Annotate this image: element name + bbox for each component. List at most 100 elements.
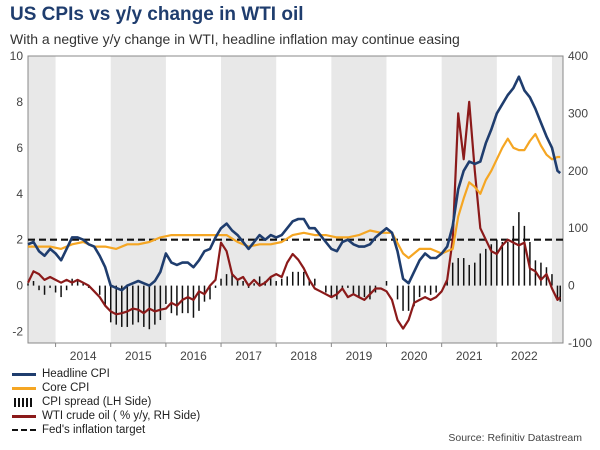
- shade-2017: [221, 56, 277, 343]
- spread-bar-36: [225, 274, 228, 286]
- spread-bar-80: [468, 264, 470, 286]
- legend-swatch-headline: [10, 367, 38, 381]
- ytick-left--2: -2: [12, 325, 23, 339]
- spread-bar-42: [258, 276, 261, 286]
- spread-bar-68: [402, 285, 404, 311]
- legend-swatch-target: [10, 423, 38, 437]
- ytick-right-0: 0: [568, 279, 575, 293]
- legend-item-wti: WTI crude oil ( % y/y, RH Side): [10, 409, 200, 423]
- spread-bar-31: [198, 285, 200, 311]
- legend-label-core: Core CPI: [42, 382, 90, 394]
- ytick-right-400: 400: [568, 49, 588, 63]
- spread-bar-69: [407, 285, 410, 311]
- spread-bar-3: [43, 285, 46, 295]
- spread-bar-37: [231, 274, 233, 286]
- spread-bar-72: [424, 285, 426, 293]
- ytick-left-4: 4: [16, 187, 23, 201]
- spread-bar-60: [358, 285, 360, 298]
- headline-cpi-line: [27, 75, 562, 292]
- year-shading: [28, 56, 563, 343]
- ytick-right-300: 300: [568, 106, 588, 120]
- spread-bar-56: [336, 285, 338, 300]
- spread-bar-7: [65, 285, 68, 291]
- shade-2021: [441, 56, 497, 343]
- legend-label-spread: CPI spread (LH Side): [42, 396, 152, 408]
- spread-bar-95: [551, 274, 553, 286]
- spread-bar-44: [269, 276, 272, 286]
- xtick-2015: 2015: [125, 349, 152, 363]
- spread-bar-47: [286, 276, 288, 286]
- ytick-right--100: -100: [568, 336, 592, 350]
- spread-bar-88: [512, 225, 515, 286]
- spread-bar-30: [192, 285, 195, 318]
- spread-bar-54: [325, 285, 327, 293]
- spread-bar-38: [236, 278, 239, 286]
- wti-line: [27, 100, 561, 330]
- spread-bar-59: [352, 285, 355, 295]
- spread-bar-87: [507, 241, 509, 286]
- spread-bar-6: [60, 285, 62, 298]
- spread-bar-96: [556, 285, 559, 300]
- spread-bar-76: [446, 281, 448, 286]
- spread-bar-48: [291, 271, 294, 286]
- shade-2019: [331, 56, 387, 343]
- spread-bar-34: [214, 285, 217, 288]
- spread-bar-55: [330, 285, 333, 298]
- xtick-2022: 2022: [511, 349, 538, 363]
- spread-bar-97: [559, 285, 561, 302]
- spread-bar-14: [104, 285, 106, 307]
- spread-bar-52: [314, 278, 316, 286]
- spread-bar-4: [49, 285, 51, 288]
- spread-bar-18: [126, 285, 129, 327]
- spread-bar-15: [109, 285, 112, 323]
- spread-bar-22: [148, 285, 151, 330]
- spread-bar-89: [518, 212, 520, 286]
- spread-bar-77: [451, 262, 454, 286]
- xtick-2021: 2021: [456, 349, 483, 363]
- core-cpi-line: [28, 133, 561, 260]
- ytick-left-0: 0: [16, 279, 23, 293]
- spread-bar-27: [176, 285, 178, 316]
- xtick-2014: 2014: [70, 349, 97, 363]
- spread-bar-0: [27, 283, 29, 286]
- spread-bar-45: [275, 281, 277, 286]
- spread-bar-13: [98, 285, 101, 295]
- legend-label-headline: Headline CPI: [42, 368, 110, 380]
- spread-bar-58: [347, 285, 349, 288]
- xtick-2017: 2017: [235, 349, 262, 363]
- series-lines: [27, 75, 563, 330]
- axes: -2 0 2 4 6 8 10 -100 0 100 200 300 400 2014 2015 2016 20…: [10, 49, 593, 363]
- spread-bar-23: [154, 285, 156, 325]
- shade-2013: [28, 56, 56, 343]
- plot-border: [27, 55, 564, 344]
- xtick-2019: 2019: [346, 349, 373, 363]
- legend-label-target: Fed's inflation target: [42, 424, 146, 436]
- xtick-2018: 2018: [290, 349, 317, 363]
- spread-bar-50: [303, 271, 305, 286]
- legend-label-wti: WTI crude oil ( % y/y, RH Side): [42, 410, 201, 422]
- spread-bar-83: [485, 248, 487, 286]
- spread-bar-67: [396, 285, 399, 300]
- xtick-2016: 2016: [180, 349, 207, 363]
- ytick-right-100: 100: [568, 221, 588, 235]
- spread-bar-90: [523, 225, 526, 286]
- legend: Headline CPI Core CPI CPI spread (LH Sid…: [10, 367, 200, 437]
- spread-bar-71: [418, 285, 421, 298]
- spread-bar-33: [209, 285, 211, 300]
- spread-bar-78: [457, 258, 459, 286]
- spread-bar-26: [170, 285, 173, 314]
- spread-bar-17: [121, 285, 123, 327]
- spread-bar-19: [132, 285, 134, 325]
- ytick-left-6: 6: [16, 141, 23, 155]
- plot-frame: [27, 55, 564, 344]
- spread-bar-39: [242, 281, 244, 286]
- xtick-2020: 2020: [401, 349, 428, 363]
- spread-bar-21: [143, 285, 145, 327]
- spread-bar-51: [308, 278, 311, 286]
- spread-bar-49: [297, 271, 300, 286]
- spread-bar-29: [187, 285, 189, 314]
- spread-bar-73: [429, 285, 432, 295]
- spread-bar-85: [496, 239, 498, 286]
- ytick-left-2: 2: [16, 233, 23, 247]
- spread-bar-61: [363, 285, 366, 298]
